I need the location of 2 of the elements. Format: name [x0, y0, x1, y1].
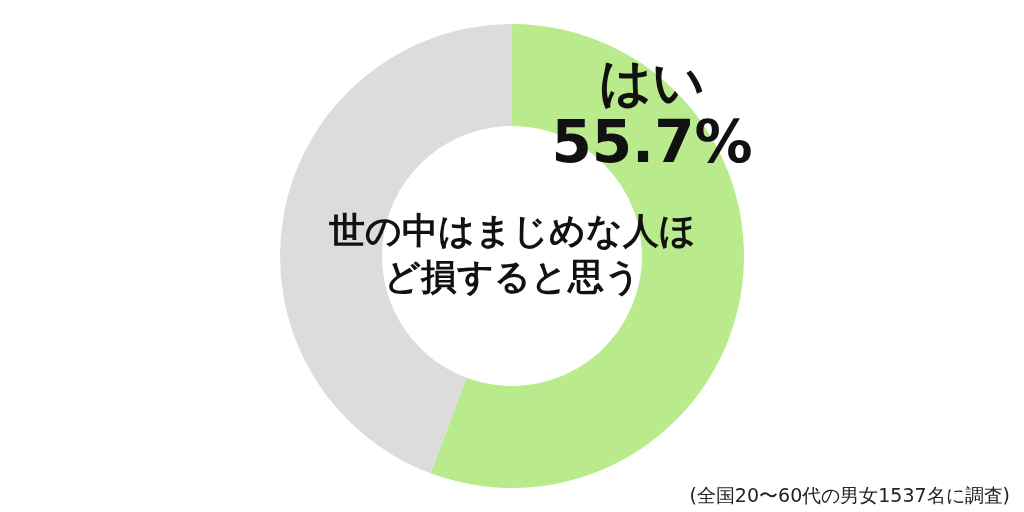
- text: (全国20〜60代の男女1537名に調査): [689, 484, 1010, 506]
- text: 世の中はまじめな人ほど損すると思う: [328, 210, 696, 297]
